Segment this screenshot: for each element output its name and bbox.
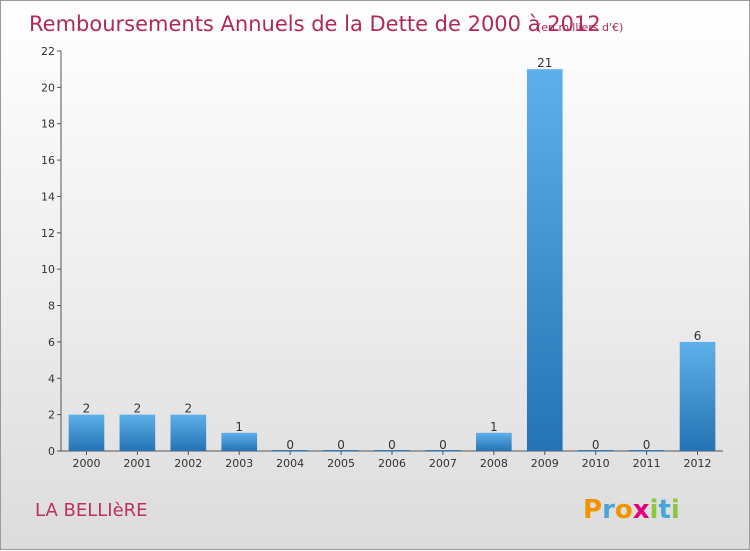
- bar: [221, 432, 258, 451]
- logo-letter: o: [615, 495, 633, 525]
- x-tick-label: 2008: [480, 457, 508, 470]
- x-tick-label: 2005: [327, 457, 355, 470]
- x-tick-label: 2000: [72, 457, 100, 470]
- logo-letter: i: [650, 495, 659, 525]
- y-tick-label: 14: [41, 190, 55, 203]
- data-label: 0: [439, 438, 447, 452]
- bar: [374, 450, 410, 451]
- data-label: 1: [235, 420, 243, 434]
- proxiti-logo-text: Proxiti: [583, 495, 680, 525]
- data-label: 0: [337, 438, 345, 452]
- data-label: 0: [286, 438, 294, 452]
- commune-name: LA BELLIèRE: [35, 500, 148, 521]
- x-tick-label: 2010: [582, 457, 610, 470]
- chart-title: Remboursements Annuels de la Dette de 20…: [29, 12, 601, 36]
- data-label: 2: [184, 402, 192, 416]
- bar: [170, 414, 207, 451]
- y-tick-label: 6: [48, 336, 55, 349]
- logo-letter: i: [671, 495, 680, 525]
- y-tick-label: 4: [48, 372, 55, 385]
- y-tick-label: 8: [48, 300, 55, 313]
- bar: [425, 450, 461, 451]
- bar: [476, 432, 512, 451]
- data-label: 2: [134, 402, 142, 416]
- y-tick-label: 0: [48, 445, 55, 458]
- bar: [323, 450, 359, 451]
- y-tick-label: 18: [41, 118, 55, 131]
- data-label: 2: [83, 402, 91, 416]
- x-tick-label: 2011: [633, 457, 661, 470]
- bar: [119, 414, 156, 451]
- bar: [526, 69, 563, 451]
- x-tick-label: 2004: [276, 457, 304, 470]
- x-tick-label: 2007: [429, 457, 457, 470]
- logo-letter: P: [583, 495, 602, 525]
- x-tick-label: 2009: [531, 457, 559, 470]
- data-label: 0: [592, 438, 600, 452]
- x-tick-label: 2006: [378, 457, 406, 470]
- data-label: 1: [490, 420, 498, 434]
- x-tick-label: 2001: [123, 457, 151, 470]
- bar: [679, 341, 716, 451]
- bar: [272, 450, 308, 451]
- y-tick-label: 10: [41, 263, 55, 276]
- data-label: 21: [537, 56, 552, 70]
- bar: [68, 414, 105, 451]
- y-tick-label: 12: [41, 227, 55, 240]
- y-tick-label: 16: [41, 154, 55, 167]
- data-label: 0: [643, 438, 651, 452]
- x-tick-label: 2012: [684, 457, 712, 470]
- y-tick-label: 20: [41, 81, 55, 94]
- logo-letter: r: [602, 495, 615, 525]
- proxiti-logo: Proxiti: [583, 495, 680, 525]
- data-label: 6: [694, 329, 702, 343]
- y-tick-label: 2: [48, 409, 55, 422]
- logo-letter: t: [658, 495, 670, 525]
- x-tick-label: 2003: [225, 457, 253, 470]
- data-label: 0: [388, 438, 396, 452]
- logo-letter: x: [633, 495, 650, 525]
- x-tick-label: 2002: [174, 457, 202, 470]
- bar: [628, 450, 665, 451]
- bar: [577, 450, 614, 451]
- chart-subtitle: (en milliers d'€): [537, 21, 623, 34]
- y-tick-label: 22: [41, 45, 55, 58]
